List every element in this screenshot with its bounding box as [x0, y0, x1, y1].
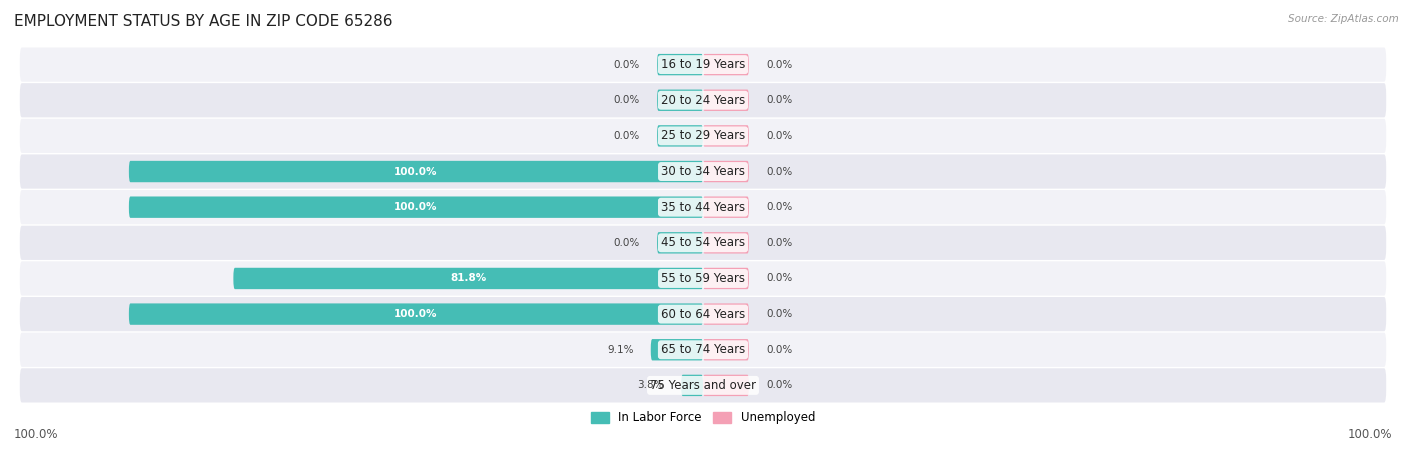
FancyBboxPatch shape — [20, 154, 1386, 189]
FancyBboxPatch shape — [20, 83, 1386, 117]
Text: 35 to 44 Years: 35 to 44 Years — [661, 201, 745, 214]
Legend: In Labor Force, Unemployed: In Labor Force, Unemployed — [588, 408, 818, 428]
Text: 25 to 29 Years: 25 to 29 Years — [661, 130, 745, 142]
FancyBboxPatch shape — [20, 333, 1386, 367]
Text: 55 to 59 Years: 55 to 59 Years — [661, 272, 745, 285]
FancyBboxPatch shape — [129, 161, 703, 182]
FancyBboxPatch shape — [657, 90, 703, 111]
FancyBboxPatch shape — [20, 119, 1386, 153]
Text: 3.8%: 3.8% — [637, 380, 664, 391]
Text: 16 to 19 Years: 16 to 19 Years — [661, 58, 745, 71]
Text: 0.0%: 0.0% — [613, 131, 640, 141]
Text: 75 Years and over: 75 Years and over — [650, 379, 756, 392]
FancyBboxPatch shape — [703, 339, 749, 360]
FancyBboxPatch shape — [703, 375, 749, 396]
Text: 20 to 24 Years: 20 to 24 Years — [661, 94, 745, 107]
FancyBboxPatch shape — [657, 54, 703, 75]
FancyBboxPatch shape — [703, 268, 749, 289]
FancyBboxPatch shape — [20, 226, 1386, 260]
Text: 0.0%: 0.0% — [766, 238, 793, 248]
Text: 0.0%: 0.0% — [766, 309, 793, 319]
FancyBboxPatch shape — [681, 375, 703, 396]
FancyBboxPatch shape — [20, 190, 1386, 224]
Text: 0.0%: 0.0% — [613, 238, 640, 248]
Text: 45 to 54 Years: 45 to 54 Years — [661, 236, 745, 249]
FancyBboxPatch shape — [20, 261, 1386, 296]
Text: EMPLOYMENT STATUS BY AGE IN ZIP CODE 65286: EMPLOYMENT STATUS BY AGE IN ZIP CODE 652… — [14, 14, 392, 28]
FancyBboxPatch shape — [657, 125, 703, 147]
FancyBboxPatch shape — [20, 297, 1386, 331]
FancyBboxPatch shape — [703, 161, 749, 182]
FancyBboxPatch shape — [20, 48, 1386, 82]
Text: 9.1%: 9.1% — [607, 345, 634, 355]
Text: 100.0%: 100.0% — [1347, 428, 1392, 441]
FancyBboxPatch shape — [651, 339, 703, 360]
Text: 81.8%: 81.8% — [450, 274, 486, 284]
Text: 65 to 74 Years: 65 to 74 Years — [661, 343, 745, 356]
Text: 100.0%: 100.0% — [394, 202, 437, 212]
Text: 0.0%: 0.0% — [766, 95, 793, 105]
Text: 0.0%: 0.0% — [766, 59, 793, 70]
Text: 0.0%: 0.0% — [613, 59, 640, 70]
FancyBboxPatch shape — [657, 232, 703, 253]
FancyBboxPatch shape — [20, 368, 1386, 402]
FancyBboxPatch shape — [703, 197, 749, 218]
Text: 0.0%: 0.0% — [766, 166, 793, 176]
Text: Source: ZipAtlas.com: Source: ZipAtlas.com — [1288, 14, 1399, 23]
FancyBboxPatch shape — [129, 303, 703, 325]
FancyBboxPatch shape — [703, 54, 749, 75]
Text: 0.0%: 0.0% — [766, 380, 793, 391]
Text: 0.0%: 0.0% — [613, 95, 640, 105]
FancyBboxPatch shape — [703, 232, 749, 253]
Text: 30 to 34 Years: 30 to 34 Years — [661, 165, 745, 178]
Text: 100.0%: 100.0% — [394, 309, 437, 319]
Text: 60 to 64 Years: 60 to 64 Years — [661, 308, 745, 320]
FancyBboxPatch shape — [129, 197, 703, 218]
Text: 0.0%: 0.0% — [766, 131, 793, 141]
FancyBboxPatch shape — [703, 125, 749, 147]
Text: 100.0%: 100.0% — [394, 166, 437, 176]
Text: 0.0%: 0.0% — [766, 345, 793, 355]
Text: 0.0%: 0.0% — [766, 202, 793, 212]
FancyBboxPatch shape — [703, 90, 749, 111]
Text: 0.0%: 0.0% — [766, 274, 793, 284]
Text: 100.0%: 100.0% — [14, 428, 59, 441]
FancyBboxPatch shape — [703, 303, 749, 325]
FancyBboxPatch shape — [233, 268, 703, 289]
